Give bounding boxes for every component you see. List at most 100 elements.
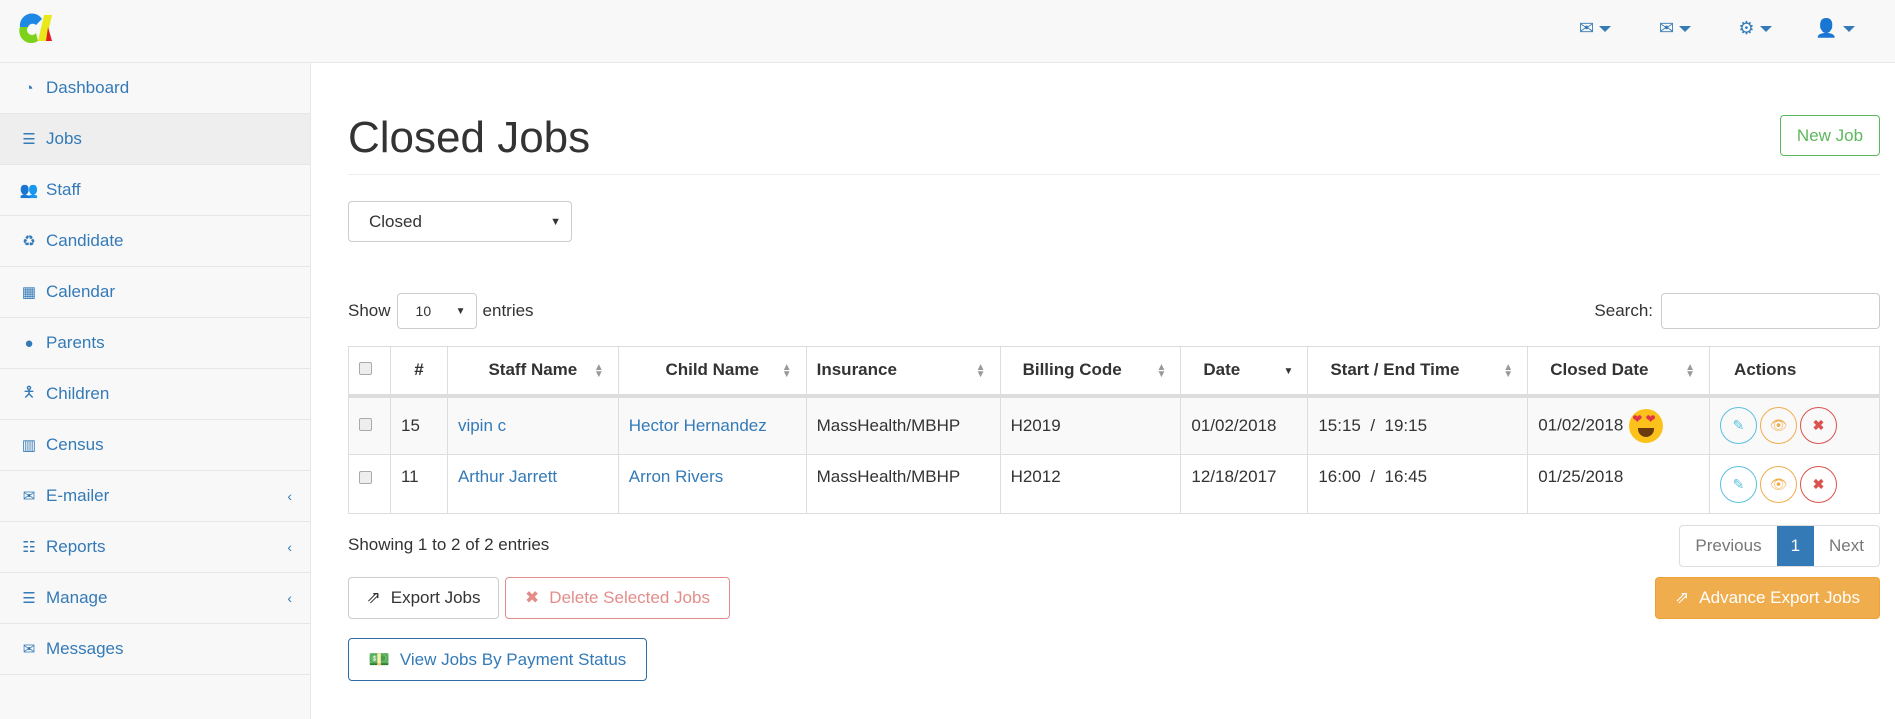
sort-icon: ▲ ▼ [1156,362,1167,380]
insurance: MassHealth/MBHP [805,454,1001,514]
sort-icon: ▲ ▼ [593,362,604,380]
advance-export-jobs-button[interactable]: ⇗ Advance Export Jobs [1655,577,1880,619]
status-select[interactable]: Closed ▼ [348,201,572,242]
page-title: Closed Jobs [348,113,591,162]
edit-button[interactable]: ✎ [1720,407,1758,445]
sidebar-item-emailer[interactable]: ✉ E-mailer ‹ [0,471,310,522]
table-info: Showing 1 to 2 of 2 entries [348,535,550,554]
job-id: 11 [389,454,448,514]
child-link[interactable]: Arron Rivers [628,467,724,486]
sidebar-item-messages[interactable]: ✉ Messages [0,624,310,675]
jobs-table: # Staff Name ▲ ▼ Child Name ▲ ▼ Insurance ▲ ▼ … [348,346,1880,514]
user-dropdown[interactable]: 👤 [1795,18,1875,39]
select-all-checkbox[interactable] [359,362,372,376]
edit-button[interactable]: ✎ [1720,465,1758,503]
search-input[interactable] [1661,293,1880,329]
caret-down-icon: ▼ [455,305,466,317]
logo[interactable] [16,13,60,43]
billing-code: H2012 [999,454,1182,514]
caret-down-icon [1842,25,1855,32]
settings-dropdown[interactable]: ⚙ [1715,18,1795,39]
sidebar-item-candidate[interactable]: ♻ Candidate [0,216,310,267]
staff-link[interactable]: Arthur Jarrett [457,467,558,486]
messages-dropdown[interactable]: ✉ [1555,18,1635,39]
column-header-staff-name[interactable]: Staff Name ▲ ▼ [446,346,619,398]
sidebar-item-jobs[interactable]: ☰ Jobs [0,114,310,165]
delete-selected-jobs-button[interactable]: ✖ Delete Selected Jobs [505,577,730,619]
job-id: 15 [389,395,448,455]
table-header-row: # Staff Name ▲ ▼ Child Name ▲ ▼ Insurance ▲ ▼ … [348,346,1880,398]
emailer-dropdown[interactable]: ✉ [1635,18,1715,39]
sort-icon: ▲ ▼ [975,362,986,380]
previous-page-button[interactable]: Previous [1695,536,1762,555]
users-icon: 👥 [19,182,39,199]
sliders-icon: ☷ [22,539,36,556]
column-header-date[interactable]: Date ▼ [1180,346,1309,398]
sidebar: ◔ Dashboard ☰ Jobs 👥 Staff ♻ Candidate ▦ Cale… [0,63,311,719]
next-page-button[interactable]: Next [1829,536,1864,555]
start-end-time: 15:15 / 19:15 [1307,395,1529,455]
entries-length: Show 10 ▼ entries [348,293,534,329]
child-link[interactable]: Hector Hernandez [628,415,767,435]
caret-down-icon [1679,25,1692,32]
table-search: Search: [1594,293,1880,329]
column-header-closed-date[interactable]: Closed Date ▲ ▼ [1527,346,1711,398]
divider [348,174,1880,175]
row-checkbox[interactable] [359,471,372,484]
user-icon: 👤 [1815,18,1838,38]
start-end-time: 16:00 / 16:45 [1307,454,1529,514]
caret-down-icon: ▼ [550,215,561,228]
chevron-left-icon: ‹ [287,488,292,504]
entries-length-select[interactable]: 10 ▼ [396,293,477,329]
export-jobs-button[interactable]: ⇗ Export Jobs [348,577,499,619]
database-icon: ☰ [22,590,36,607]
chevron-left-icon: ‹ [287,539,292,555]
sort-icon: ▲ ▼ [1685,362,1696,380]
table-row: 11 Arthur Jarrett Arron Rivers MassHealt… [348,454,1880,514]
column-header-insurance[interactable]: Insurance ▲ ▼ [805,346,1001,398]
sidebar-item-children[interactable]: 🯅 Children [0,369,310,420]
recycle-icon: ♻ [22,233,36,250]
delete-button[interactable]: ✖ [1800,465,1838,503]
billing-code: H2019 [999,395,1182,455]
delete-button[interactable]: ✖ [1800,407,1838,445]
view-button[interactable]: 👁 [1760,465,1798,503]
chevron-left-icon: ‹ [287,590,292,606]
closed-date: 01/25/2018 [1527,454,1711,514]
sidebar-item-staff[interactable]: 👥 Staff [0,165,310,216]
top-navbar: ✉ ✉ ⚙ 👤 [0,0,1895,63]
date: 01/02/2018 [1180,395,1309,455]
sidebar-item-calendar[interactable]: ▦ Calendar [0,267,310,318]
sidebar-item-census[interactable]: ▥ Census [0,420,310,471]
new-job-button[interactable]: New Job [1780,115,1880,156]
close-icon: ✖ [525,588,540,607]
list-icon: ☰ [22,131,36,148]
sidebar-item-reports[interactable]: ☷ Reports ‹ [0,522,310,573]
pagination: Previous 1 Next [1679,525,1880,567]
insurance: MassHealth/MBHP [805,395,1001,455]
user-icon: ● [24,334,34,352]
row-checkbox[interactable] [359,417,372,431]
sidebar-item-parents[interactable]: ● Parents [0,318,310,369]
staff-link[interactable]: vipin c [457,415,507,435]
view-jobs-by-payment-status-button[interactable]: 💵 View Jobs By Payment Status [348,638,647,681]
export-icon: ⇗ [366,588,381,607]
sort-icon: ▲ ▼ [781,362,792,380]
child-icon: 🯅 [22,383,36,401]
column-header-billing-code[interactable]: Billing Code ▲ ▼ [999,346,1182,398]
sidebar-item-dashboard[interactable]: ◔ Dashboard [0,63,310,114]
sidebar-item-manage[interactable]: ☰ Manage ‹ [0,573,310,624]
envelope-icon: ✉ [22,641,36,658]
view-button[interactable]: 👁 [1760,407,1798,445]
column-header-child-name[interactable]: Child Name ▲ ▼ [617,346,807,398]
caret-down-icon [1759,25,1772,32]
column-header-start-end-time[interactable]: Start / End Time ▲ ▼ [1307,346,1529,398]
sort-icon: ▲ ▼ [1503,362,1514,380]
closed-date: 01/02/2018 [1538,415,1624,435]
page-1-button[interactable]: 1 [1776,526,1815,566]
bar-chart-icon: ▥ [21,437,37,454]
date: 12/18/2017 [1180,454,1309,514]
envelope-outline-icon: ✉ [22,488,36,505]
gear-icon: ⚙ [1738,18,1755,38]
column-header-id[interactable]: # [389,346,448,398]
